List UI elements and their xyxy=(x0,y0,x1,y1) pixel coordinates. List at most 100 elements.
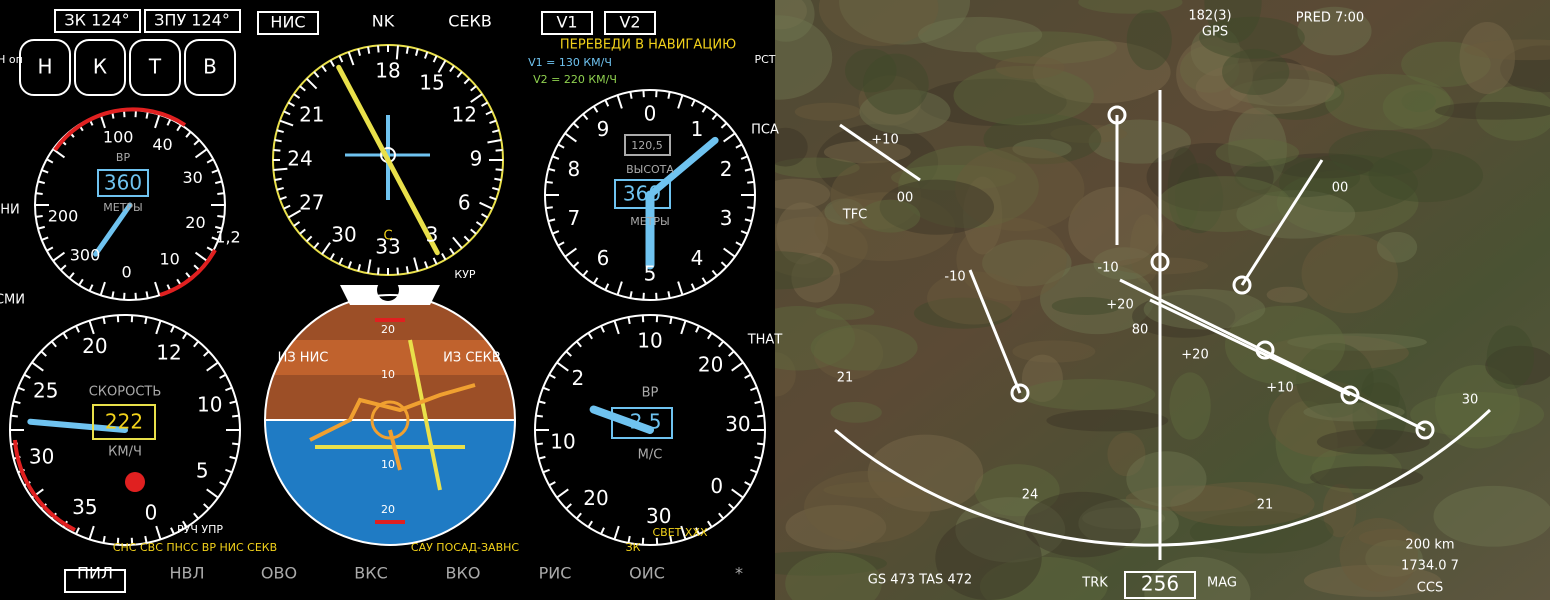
gauge-tick xyxy=(225,468,233,474)
side-label: ПСА xyxy=(751,123,779,138)
scale-label: 18 xyxy=(375,59,400,83)
terrain-patch xyxy=(1276,169,1419,236)
gauge-tick xyxy=(604,283,610,291)
status: СНС СВС ПНСС ВР НИС СЕКВ xyxy=(113,541,277,554)
gauge-tick xyxy=(274,177,282,181)
terrain-patch xyxy=(815,303,875,320)
gauge-tick xyxy=(744,481,752,487)
gauge-tick xyxy=(299,85,306,92)
gauge-tick xyxy=(723,247,736,258)
terrain-patch xyxy=(982,239,1072,287)
gauge-tick xyxy=(219,481,227,487)
gauge-tick xyxy=(564,132,577,143)
gauge-tick xyxy=(744,373,752,379)
terrain-patch xyxy=(1382,84,1455,130)
menu-item[interactable]: НВЛ xyxy=(169,564,204,583)
map-label: 1734.0 7 xyxy=(1401,559,1459,574)
terrain-patch xyxy=(775,352,796,397)
terrain-patch xyxy=(975,31,1117,65)
gauge-tick xyxy=(155,320,162,335)
terrain-patch xyxy=(1146,142,1274,212)
gauge-face xyxy=(264,294,516,546)
value-box xyxy=(614,179,671,209)
scale-label: 30 xyxy=(182,168,202,187)
scale-label: 4 xyxy=(691,246,704,270)
gauge-tick xyxy=(479,201,493,210)
gauge-tick xyxy=(740,155,748,160)
alert: ПЕРЕВЕДИ В НАВИГАЦИЮ xyxy=(560,38,736,53)
menu-item[interactable]: ВКО xyxy=(446,564,481,583)
terrain-patch xyxy=(1228,107,1287,191)
nav-button[interactable] xyxy=(19,39,71,96)
terrain-patch xyxy=(1275,400,1338,484)
gauge-tick xyxy=(217,215,225,218)
menu-item[interactable]: ОИС xyxy=(629,564,665,583)
terrain-patch xyxy=(1322,483,1357,538)
nav-button[interactable] xyxy=(129,39,181,96)
nav-button[interactable] xyxy=(184,39,236,96)
terrain-patch xyxy=(775,305,856,371)
attitude-indicator xyxy=(265,295,515,545)
terrain-patch xyxy=(1157,176,1292,232)
scale-label: 27 xyxy=(299,191,324,215)
gauge-tick xyxy=(707,332,713,340)
label: М/С xyxy=(638,448,663,463)
gauge-tick xyxy=(367,259,372,274)
terrain-patch xyxy=(775,157,860,178)
gauge-tick xyxy=(206,361,219,372)
terrain-patch xyxy=(1125,485,1257,512)
terrain-patch xyxy=(955,497,1066,563)
menu-item[interactable]: ОВО xyxy=(261,564,297,583)
value-box xyxy=(624,134,671,156)
needle xyxy=(93,202,133,257)
scale-label: 0 xyxy=(122,262,132,281)
status: САУ ПОСАД-ЗАВНС xyxy=(411,541,519,554)
terrain-patch xyxy=(1435,101,1550,120)
gauge-tick xyxy=(711,113,718,121)
map-label: GS 473 TAS 472 xyxy=(868,573,972,588)
gauge-tick xyxy=(194,148,208,159)
terrain-patch xyxy=(1247,69,1345,120)
scale-label: 30 xyxy=(646,504,671,528)
terrain-patch xyxy=(1023,491,1141,558)
nav-button[interactable] xyxy=(74,39,126,96)
gauge-tick xyxy=(405,266,409,274)
terrain-patch xyxy=(818,0,939,47)
terrain-patch xyxy=(1224,305,1346,386)
terrain-patch xyxy=(1296,342,1374,418)
gauge-tick xyxy=(627,535,631,544)
terrain-patch xyxy=(1464,39,1550,61)
status: РУЧ УПР xyxy=(177,523,223,536)
terrain-patch xyxy=(1229,78,1342,107)
gauge-tick xyxy=(728,350,735,357)
gauge-tick xyxy=(470,228,477,235)
menu-item[interactable]: ПИЛ xyxy=(77,564,113,583)
terrain-patch xyxy=(1126,9,1172,71)
terrain-patch xyxy=(1459,21,1515,94)
gauge-tick xyxy=(744,167,752,172)
menu-item[interactable]: ВКС xyxy=(354,564,388,583)
map-label: 80 xyxy=(1132,323,1149,338)
gauge-tick xyxy=(193,340,200,348)
map-label: 256 xyxy=(1141,572,1179,596)
scale-label: 24 xyxy=(287,147,312,171)
menu-item[interactable]: * xyxy=(735,564,743,583)
terrain-patch xyxy=(974,464,1060,517)
gauge-tick xyxy=(545,206,553,210)
header-item: ЗК 124° xyxy=(64,11,129,30)
gauge-tick xyxy=(193,512,200,520)
alert: V1 = 130 КМ/Ч xyxy=(528,56,612,69)
gauge-tick xyxy=(217,192,225,195)
scale-label: 10 xyxy=(197,393,222,417)
hud-line xyxy=(1149,298,1351,397)
menu-item[interactable]: РИС xyxy=(539,564,572,583)
terrain-patch xyxy=(1486,325,1534,390)
warning-dot xyxy=(125,472,145,492)
gauge-tick xyxy=(669,535,673,544)
gauge-tick xyxy=(592,105,599,113)
status: ЗК xyxy=(626,541,641,554)
value-box xyxy=(611,407,673,439)
gauge-tick xyxy=(545,180,553,184)
label: 10 xyxy=(381,368,395,381)
map-label: TRK xyxy=(1081,576,1108,591)
